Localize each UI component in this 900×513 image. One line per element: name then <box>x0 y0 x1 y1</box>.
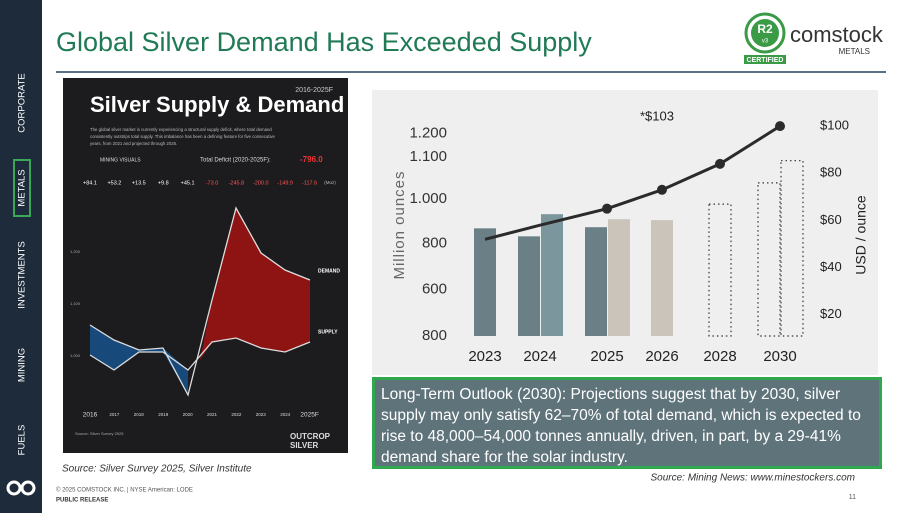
bar <box>585 227 607 336</box>
y2-axis-title: USD / ounce <box>853 195 869 275</box>
y2-tick-label: $20 <box>820 306 842 321</box>
info-axis: 1,200 <box>70 249 81 254</box>
year: 2023 <box>256 412 267 417</box>
info-period: 2016-2025F <box>295 87 333 94</box>
callout: Long-Term Outlook (2030): Projections su… <box>372 377 882 469</box>
sidebar <box>0 0 42 513</box>
y-tick-label: 1.200 <box>409 125 447 142</box>
y-tick-label: 800 <box>422 234 447 251</box>
unit: (Moz) <box>324 180 336 185</box>
y-tick-label: 1.000 <box>409 190 447 207</box>
release: PUBLIC RELEASE <box>56 498 108 504</box>
year: 2021 <box>207 412 218 417</box>
price-point <box>602 203 612 214</box>
x-tick-label: 2028 <box>703 348 736 365</box>
partner: OUTCROP <box>290 432 331 441</box>
balance: +45.1 <box>181 180 195 186</box>
balance: +53.2 <box>107 180 121 186</box>
balance: -117.6 <box>302 180 317 186</box>
info-axis: 1,000 <box>70 353 81 358</box>
demand-label: DEMAND <box>318 268 340 274</box>
info-brand: MINING VISUALS <box>100 157 141 163</box>
deficit: -796.0 <box>300 155 323 164</box>
info-title: Silver Supply & Demand <box>90 92 344 117</box>
footer-logo <box>6 480 36 496</box>
right-source: Source: Mining News: www.minestockers.co… <box>650 473 855 484</box>
year: 2019 <box>158 412 169 417</box>
deficit-label: Total Deficit (2020-2025F): <box>200 158 271 164</box>
year: 2016 <box>83 412 98 419</box>
balance: +9.8 <box>158 180 169 186</box>
bar <box>780 160 804 337</box>
x-tick-label: 2030 <box>763 348 796 365</box>
year: 2020 <box>183 412 194 417</box>
deficit-area <box>200 208 310 360</box>
info-desc: consistently outstrips total supply. Thi… <box>90 134 276 139</box>
y-tick-label: 1.100 <box>409 148 447 165</box>
logo-name: comstock <box>790 22 884 47</box>
copyright: © 2025 COMSTOCK INC. | NYSE American: LO… <box>56 487 193 494</box>
nav-item[interactable]: INVESTMENTS <box>17 241 28 309</box>
y2-tick-label: $60 <box>820 212 842 227</box>
infographic-bg <box>63 78 348 453</box>
balance: +13.5 <box>132 180 146 186</box>
page-number: 11 <box>849 494 856 501</box>
badge-sub: v3 <box>762 39 769 45</box>
y-tick-label: 800 <box>422 327 447 344</box>
year: 2018 <box>134 412 145 417</box>
info-axis: 1,100 <box>70 301 81 306</box>
y2-tick-label: $100 <box>820 118 849 133</box>
left-source: Source: Silver Survey 2025, Silver Insti… <box>62 464 252 475</box>
price-point <box>715 158 725 169</box>
year: 2024 <box>280 412 291 417</box>
nav-item[interactable]: METALS <box>17 169 28 206</box>
badge-text: R2 <box>757 22 773 36</box>
info-desc: The global silver market is currently ex… <box>90 127 272 132</box>
price-point <box>657 184 667 195</box>
demand-line <box>89 206 311 397</box>
year: 2017 <box>109 412 120 417</box>
badge-cert: CERTIFIED <box>747 57 784 64</box>
balance: -149.9 <box>277 180 293 186</box>
nav-item[interactable]: MINING <box>17 348 28 382</box>
info-source: Source: Silver Survey 2025 <box>75 431 124 436</box>
bar <box>518 236 540 336</box>
balance: -245.8 <box>229 180 245 186</box>
x-tick-label: 2025 <box>590 348 623 365</box>
price-point <box>775 121 785 132</box>
nav-item[interactable]: FUELS <box>17 425 28 456</box>
annotation: *$103 <box>640 108 674 123</box>
year: 2025F <box>300 412 318 419</box>
y2-tick-label: $80 <box>820 165 842 180</box>
x-tick-label: 2023 <box>468 348 501 365</box>
bar <box>651 220 673 336</box>
balance: -73.0 <box>206 180 219 186</box>
year: 2022 <box>231 412 242 417</box>
bar <box>608 219 630 336</box>
surplus-area <box>90 325 188 395</box>
active-nav-box <box>13 159 31 217</box>
logo-sub: METALS <box>839 47 870 56</box>
y-tick-label: 600 <box>422 281 447 298</box>
bar <box>541 214 563 336</box>
partner: SILVER <box>290 441 319 450</box>
nav-item[interactable]: CORPORATE <box>17 73 28 132</box>
x-tick-label: 2026 <box>645 348 678 365</box>
x-tick-label: 2024 <box>523 348 556 365</box>
supply-line <box>89 337 311 371</box>
info-desc: years, from 2021 and projected through 2… <box>90 141 177 146</box>
slide-title: Global Silver Demand Has Exceeded Supply <box>56 27 592 57</box>
company-logo: R2 v3 CERTIFIED comstock METALS <box>744 12 884 64</box>
balance: -200.0 <box>253 180 269 186</box>
y-axis-title: Million ounces <box>391 170 408 279</box>
supply-label: SUPPLY <box>318 329 338 335</box>
balance: +84.1 <box>83 180 97 186</box>
y2-tick-label: $40 <box>820 259 842 274</box>
bar <box>474 228 496 336</box>
price-line <box>484 124 781 241</box>
